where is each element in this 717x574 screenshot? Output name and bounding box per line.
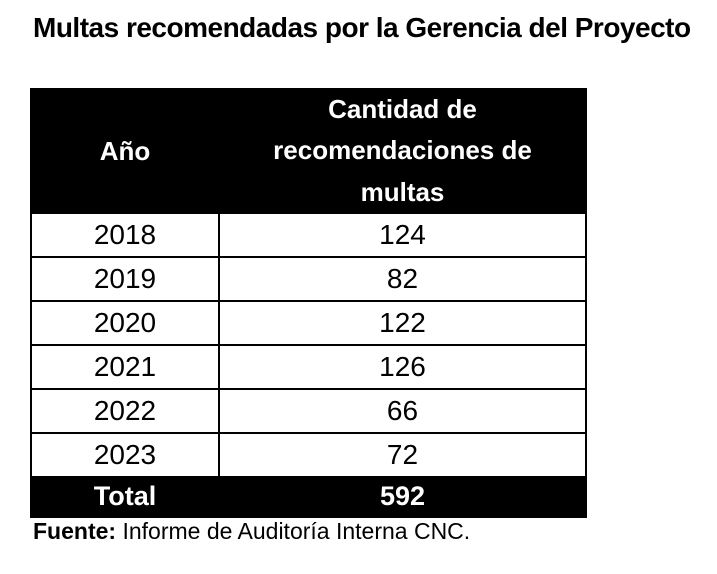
source-label: Fuente:: [33, 518, 117, 544]
count-cell: 82: [386, 263, 419, 294]
year-cell: 2023: [32, 434, 220, 476]
table-header-row: Año Cantidad de recomendaciones de multa…: [32, 90, 585, 212]
count-cell: 126: [379, 351, 426, 382]
count-cell: 124: [379, 219, 426, 250]
table-row: 2019 82: [32, 256, 585, 300]
count-cell: 72: [386, 439, 419, 470]
year-cell: 2022: [32, 390, 220, 432]
year-cell: 2018: [32, 214, 220, 256]
table-row: 2023 72: [32, 432, 585, 476]
table-row: 2021 126: [32, 344, 585, 388]
fines-table: Año Cantidad de recomendaciones de multa…: [30, 88, 587, 518]
total-label-cell: Total: [32, 476, 220, 516]
table-row: 2022 66: [32, 388, 585, 432]
count-cell: 122: [379, 307, 426, 338]
page-title: Multas recomendadas por la Gerencia del …: [33, 12, 691, 43]
source-text: Informe de Auditoría Interna CNC.: [116, 518, 471, 544]
column-header-count: Cantidad de recomendaciones de multas: [273, 93, 532, 207]
table-total-row: Total 592: [32, 476, 585, 516]
year-cell: 2021: [32, 346, 220, 388]
count-cell: 66: [386, 395, 419, 426]
year-cell: 2019: [32, 258, 220, 300]
column-header-year: Año: [32, 90, 220, 212]
total-value-cell: 592: [379, 480, 426, 511]
year-cell: 2020: [32, 302, 220, 344]
table-row: 2020 122: [32, 300, 585, 344]
source-note: Fuente: Informe de Auditoría Interna CNC…: [33, 518, 470, 545]
table-row: 2018 124: [32, 212, 585, 256]
